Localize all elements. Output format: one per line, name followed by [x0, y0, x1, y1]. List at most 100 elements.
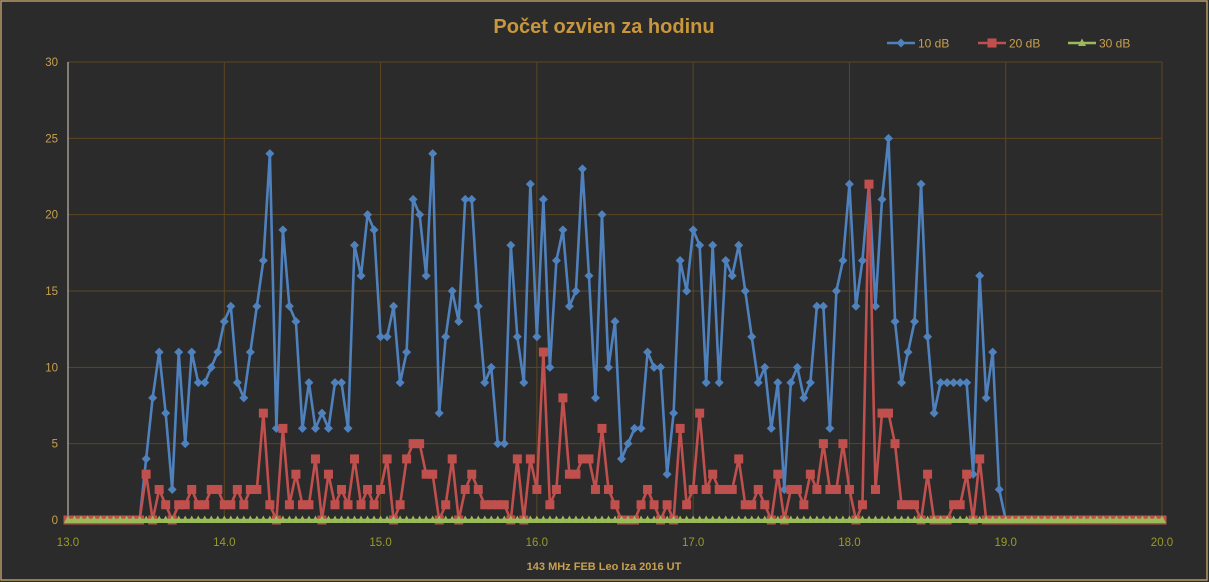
data-point — [499, 500, 509, 510]
x-axis-ticks: 13.0 14.0 15.0 16.0 17.0 18.0 19.0 20.0 — [57, 537, 1173, 549]
data-point — [512, 454, 522, 464]
data-point — [141, 454, 151, 464]
series-group — [63, 133, 1167, 525]
legend-item: 30 dB — [1068, 37, 1130, 51]
chart-title: Počet ozvien za hodinu — [493, 16, 714, 38]
data-point — [577, 454, 587, 464]
data-point — [597, 515, 606, 523]
data-point — [310, 454, 320, 464]
data-point — [812, 515, 821, 523]
data-point — [818, 439, 828, 449]
data-point — [994, 484, 1004, 494]
data-point — [499, 439, 509, 449]
data-point — [395, 500, 405, 510]
data-point — [590, 484, 600, 494]
data-point — [1138, 515, 1147, 523]
data-point — [870, 484, 880, 494]
data-point — [936, 378, 946, 388]
data-point — [486, 362, 496, 372]
data-point — [474, 515, 483, 523]
data-point — [942, 378, 952, 388]
data-point — [532, 332, 542, 342]
data-point — [558, 225, 568, 235]
data-point — [1131, 515, 1140, 523]
data-point — [636, 423, 646, 433]
data-point — [350, 454, 360, 464]
data-point — [265, 515, 274, 523]
data-point — [460, 194, 470, 204]
data-point — [701, 378, 711, 388]
data-point — [135, 515, 144, 523]
data-point — [1034, 515, 1043, 523]
data-point — [884, 133, 894, 143]
data-point — [754, 515, 763, 523]
data-point — [284, 500, 294, 510]
data-point — [376, 332, 386, 342]
data-point — [409, 515, 418, 523]
data-point — [552, 515, 561, 523]
data-point — [649, 362, 659, 372]
data-point — [637, 515, 646, 523]
data-point — [519, 378, 529, 388]
data-point — [252, 484, 262, 494]
data-point — [194, 515, 203, 523]
data-point — [603, 484, 613, 494]
data-point — [858, 515, 867, 523]
data-point — [324, 515, 333, 523]
data-point — [206, 484, 216, 494]
data-point — [877, 194, 887, 204]
data-point — [291, 317, 301, 327]
data-point — [369, 500, 379, 510]
data-point — [806, 515, 815, 523]
data-point — [226, 500, 236, 510]
data-point — [604, 515, 613, 523]
data-point — [330, 515, 339, 523]
data-point — [161, 500, 171, 510]
data-point — [357, 515, 366, 523]
data-point — [304, 500, 314, 510]
data-point — [564, 301, 574, 311]
data-point — [610, 500, 620, 510]
data-point — [975, 454, 985, 464]
data-point — [1001, 515, 1010, 523]
data-point — [799, 500, 809, 510]
data-point — [897, 515, 906, 523]
data-point — [304, 378, 314, 388]
data-point — [734, 240, 744, 250]
data-point — [650, 515, 659, 523]
data-point — [695, 240, 705, 250]
data-point — [955, 500, 965, 510]
data-point — [1105, 515, 1114, 523]
data-point — [304, 515, 313, 523]
data-point — [317, 408, 327, 418]
data-point — [538, 194, 548, 204]
data-point — [1073, 515, 1082, 523]
data-point — [949, 515, 958, 523]
data-point — [428, 469, 438, 479]
data-point — [532, 515, 541, 523]
data-point — [584, 454, 594, 464]
data-point — [923, 469, 933, 479]
data-point — [245, 347, 255, 357]
y-tick-label: 25 — [45, 133, 58, 145]
data-point — [493, 515, 502, 523]
data-point — [363, 515, 372, 523]
data-point — [590, 393, 600, 403]
data-point — [623, 439, 633, 449]
data-point — [825, 515, 834, 523]
data-point — [1151, 515, 1160, 523]
data-point — [506, 240, 516, 250]
data-point — [564, 469, 574, 479]
data-point — [760, 500, 770, 510]
data-point — [265, 149, 275, 159]
data-point — [122, 515, 131, 523]
data-point — [460, 484, 470, 494]
data-point — [538, 347, 548, 357]
data-point — [981, 393, 991, 403]
data-point — [799, 393, 809, 403]
data-point — [689, 515, 698, 523]
data-point — [239, 515, 248, 523]
data-point — [975, 515, 984, 523]
data-point — [747, 515, 756, 523]
data-point — [148, 515, 157, 523]
